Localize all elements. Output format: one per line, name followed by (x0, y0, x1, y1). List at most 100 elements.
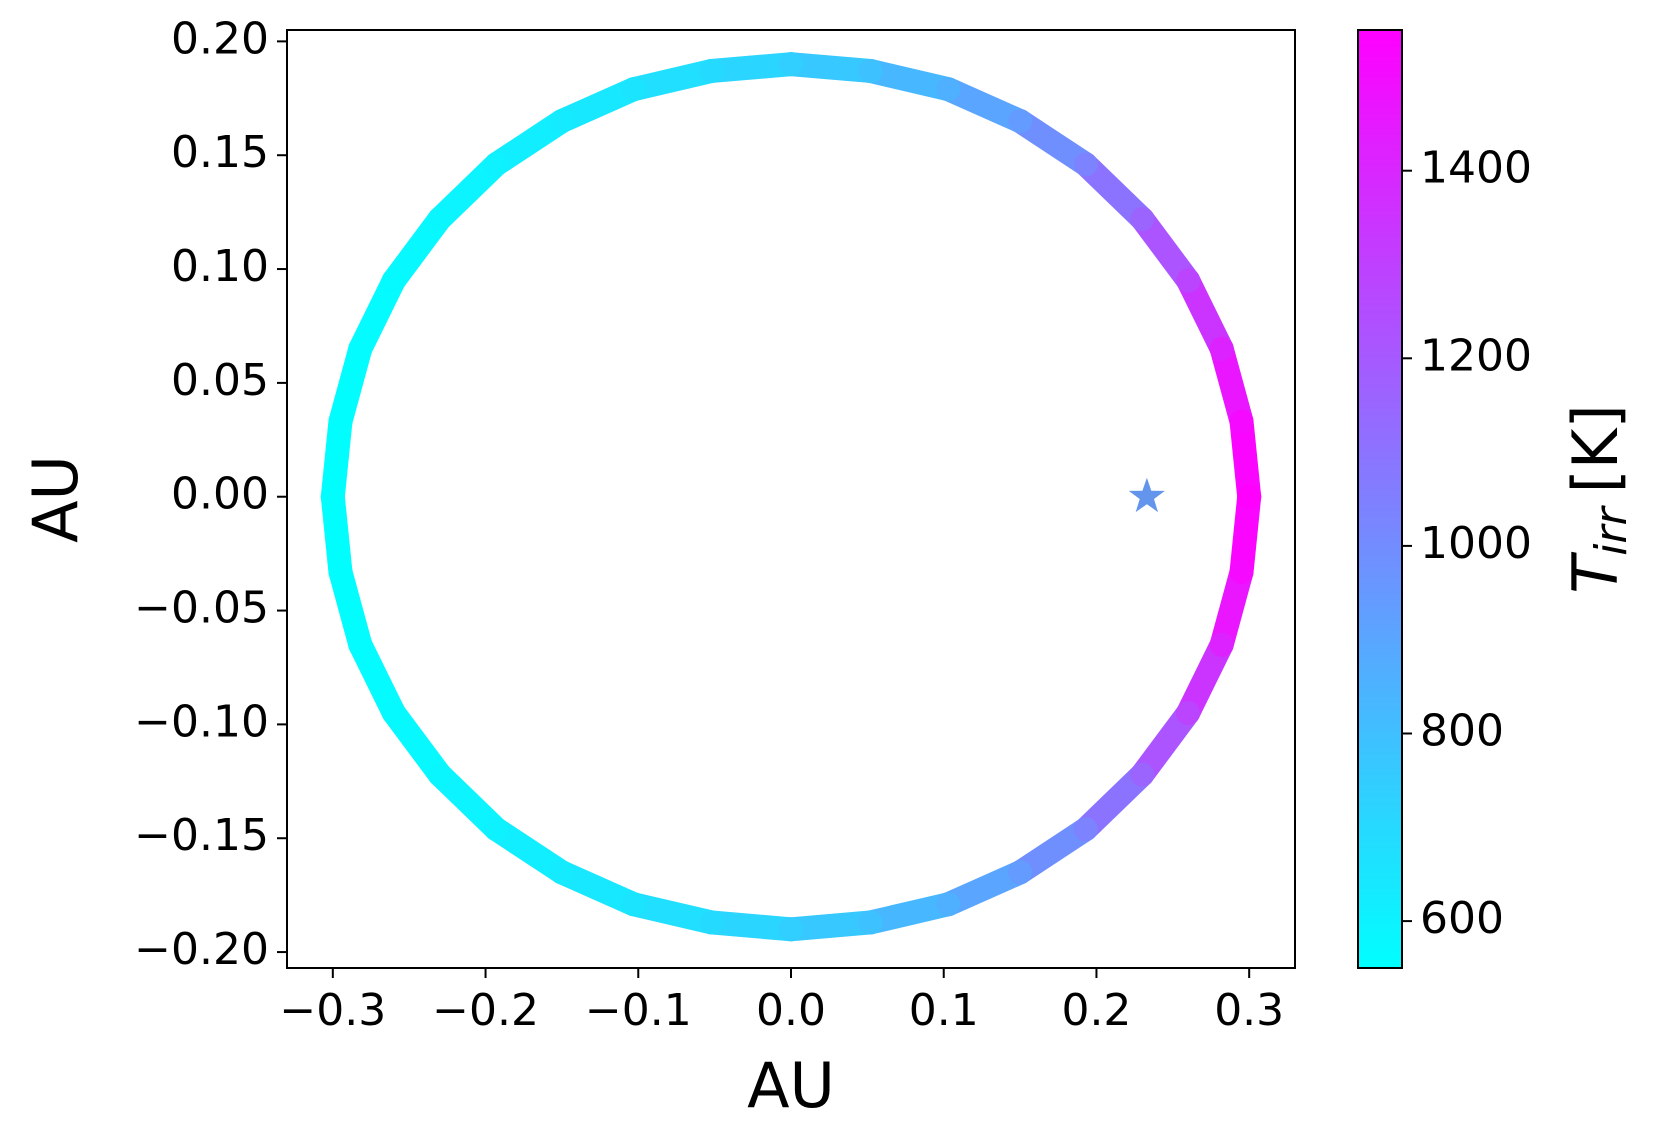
plot-frame (286, 29, 1296, 969)
orbit-segment (1073, 762, 1155, 842)
orbit-point (699, 58, 724, 83)
colorbar-tick-label: 600 (1420, 893, 1504, 944)
orbit-point (348, 336, 373, 361)
orbit-segment (381, 701, 452, 787)
orbit-segment (699, 910, 803, 942)
orbit-point (427, 206, 452, 231)
orbit-point (328, 559, 353, 584)
orbit-segment (621, 892, 724, 935)
orbit-point (779, 52, 803, 77)
orbit-point (1130, 762, 1155, 787)
colorbar-tick-label: 1400 (1420, 143, 1532, 194)
star-marker (1128, 477, 1165, 513)
orbit-point (1176, 268, 1201, 293)
orbit-segment (1008, 109, 1098, 177)
orbit-point (320, 484, 345, 509)
orbit-segment (1209, 336, 1254, 434)
orbit-point (936, 77, 961, 102)
orbit-segment (1130, 206, 1201, 293)
orbit-segment (320, 484, 353, 584)
orbit-point (1008, 860, 1033, 885)
x-tick-label: −0.2 (432, 985, 539, 1036)
x-tick-label: 0.3 (1214, 985, 1284, 1036)
orbit-point (1229, 559, 1254, 584)
orbit-point (699, 910, 724, 935)
y-tick-label: 0.15 (171, 127, 269, 178)
y-tick-label: −0.10 (134, 696, 269, 747)
y-tick-label: −0.05 (134, 583, 269, 634)
orbit-point (328, 409, 353, 434)
orbit-point (1229, 409, 1254, 434)
orbit-segment (1008, 817, 1098, 885)
x-tick-label: −0.1 (585, 985, 692, 1036)
colorbar-label: Tirr [K] (1559, 404, 1637, 593)
orbit-segment (936, 77, 1033, 134)
colorbar (1357, 29, 1403, 969)
orbit-segment (328, 336, 373, 434)
orbit-segment (549, 860, 646, 917)
orbit-segment (348, 632, 406, 726)
orbit-point (936, 892, 961, 917)
orbit-segment (381, 206, 452, 293)
orbit-point (484, 817, 509, 842)
orbit-point (1209, 632, 1234, 657)
y-tick-label: 0.00 (171, 469, 269, 520)
orbit-point (348, 632, 373, 657)
orbit-segment (1073, 152, 1155, 231)
orbit-segment (858, 58, 961, 102)
x-tick-label: 0.1 (909, 985, 979, 1036)
orbit-segment (320, 409, 353, 509)
orbit-segment (779, 52, 883, 83)
y-tick-label: 0.10 (171, 241, 269, 292)
y-tick-label: 0.20 (171, 13, 269, 64)
orbit-segment (936, 860, 1033, 917)
y-axis-label: AU (19, 455, 92, 543)
x-axis-label: AU (747, 1049, 835, 1122)
orbit-segment (427, 152, 509, 231)
orbit-segment (1176, 268, 1234, 361)
y-tick-label: −0.20 (134, 924, 269, 975)
orbit-segment (1209, 559, 1254, 657)
colorbar-tick-label: 1200 (1420, 330, 1532, 381)
orbit-point (779, 917, 803, 942)
y-tick-label: −0.15 (134, 810, 269, 861)
x-tick-label: −0.3 (279, 985, 386, 1036)
colorbar-tick-label: 1000 (1420, 518, 1532, 569)
orbit-segment (858, 892, 961, 935)
orbit-segment (348, 268, 406, 361)
orbit-segment (621, 58, 724, 102)
orbit-point (549, 860, 574, 885)
orbit-point (1073, 152, 1098, 177)
orbit-point (621, 77, 646, 102)
orbit-point (549, 109, 574, 134)
orbit-point (1073, 817, 1098, 842)
orbit-point (381, 268, 406, 293)
colorbar-tick-label: 800 (1420, 706, 1504, 757)
orbit-segment (1229, 409, 1262, 509)
orbit-segment (484, 109, 574, 177)
colorbar-label-subscript: irr (1586, 504, 1637, 555)
x-tick-label: 0.2 (1061, 985, 1131, 1036)
colorbar-label-symbol: T (1559, 552, 1632, 594)
orbit-point (1209, 336, 1234, 361)
orbit-point (381, 701, 406, 726)
orbit-point (858, 58, 883, 83)
orbit-segment (1130, 701, 1201, 787)
orbit-point (1130, 206, 1155, 231)
orbit-segment (1229, 484, 1262, 584)
orbit-segment (1176, 632, 1234, 726)
orbit-segment (484, 817, 574, 885)
orbit-point (484, 152, 509, 177)
x-tick-label: 0.0 (756, 985, 826, 1036)
orbit-point (427, 762, 452, 787)
colorbar-label-unit: [K] (1559, 404, 1632, 493)
orbit-segment (699, 52, 803, 83)
orbit-point (1176, 701, 1201, 726)
orbit-point (858, 910, 883, 935)
orbit-segment (549, 77, 646, 134)
orbit-segment (779, 910, 883, 942)
orbit-segment (427, 762, 509, 842)
orbit-segment (328, 559, 373, 657)
orbit-point (1008, 109, 1033, 134)
